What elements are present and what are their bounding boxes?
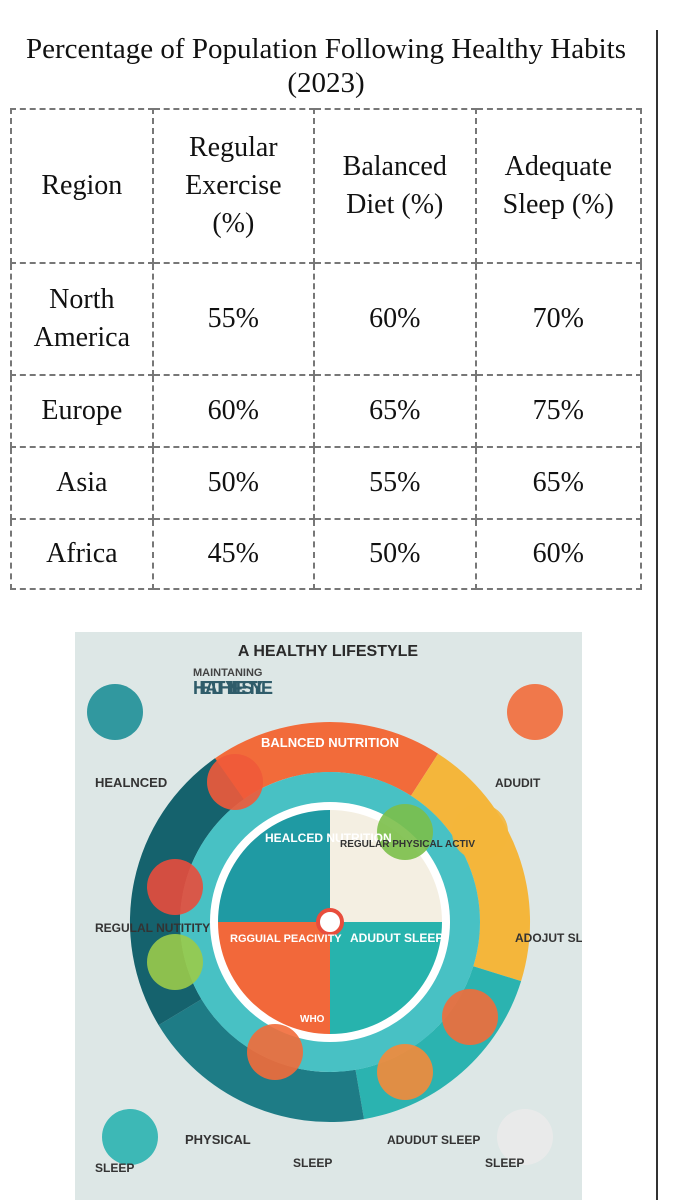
infographic-label: HEALNCED	[95, 775, 167, 790]
infographic-label: REGULAL NUTITITY	[95, 921, 210, 935]
value-cell: 45%	[151, 518, 316, 590]
value-cell: 70%	[474, 262, 642, 376]
icon	[102, 1109, 158, 1165]
quadrant	[218, 922, 330, 1034]
icon	[497, 1109, 553, 1165]
icon	[87, 684, 143, 740]
infographic-label: ADOJUT SLEEP	[515, 931, 582, 945]
infographic-label: SLEEP	[95, 1161, 134, 1175]
headline: HEALTHY LIFESTYLE	[193, 678, 273, 698]
infographic-label: RGGUIAL PEACIVITY	[230, 933, 342, 945]
kicker: MAINTANING	[193, 667, 262, 679]
icon	[452, 804, 508, 860]
value-cell: 60%	[151, 374, 316, 448]
hub	[316, 908, 344, 936]
region-cell: Africa	[10, 518, 154, 590]
header-cell: Adequate Sleep (%)	[474, 108, 642, 264]
header-cell: Balanced Diet (%)	[313, 108, 477, 264]
quadrant	[218, 810, 330, 922]
table-row: Europe 60% 65% 75%	[10, 374, 642, 448]
value-cell: 55%	[151, 262, 316, 376]
infographic-label: ADUDIT	[495, 776, 541, 790]
value-cell: 50%	[151, 446, 316, 520]
table-body: North America 55% 60% 70% Europe 60% 65% 75% Asi…	[10, 262, 642, 590]
infographic-label: HEALCED NUTRITION	[265, 831, 392, 845]
header-cell: Regular Exercise (%)	[151, 108, 316, 264]
value-cell: 50%	[313, 518, 477, 590]
icon	[377, 1044, 433, 1100]
header-cell: Region	[10, 108, 154, 264]
region-cell: Asia	[10, 446, 154, 520]
icon	[207, 754, 263, 810]
infographic-label: REGULAR PHYSICAL ACTIV	[340, 839, 475, 850]
table-row: North America 55% 60% 70%	[10, 262, 642, 376]
value-cell: 60%	[313, 262, 477, 376]
icon	[247, 1024, 303, 1080]
icon	[442, 989, 498, 1045]
ring-segment	[212, 721, 439, 801]
quadrant	[330, 810, 442, 922]
table-row: Asia 50% 55% 65%	[10, 446, 642, 520]
region-cell: Europe	[10, 374, 154, 448]
infographic-label: ADUDUT SLEEP	[350, 931, 443, 945]
infographic-label: ADUDUT SLEEP	[387, 1133, 480, 1147]
divider-line	[656, 30, 658, 1200]
infographic-title: A HEALTHY LIFESTYLE	[238, 643, 418, 660]
infographic-label: PHYSICAL	[185, 1132, 251, 1147]
icon	[147, 934, 203, 990]
value-cell: 60%	[474, 518, 642, 590]
value-cell: 55%	[313, 446, 477, 520]
header-row: Region Regular Exercise (%) Balanced Diet …	[10, 108, 642, 264]
ring-segment	[411, 753, 531, 982]
infographic-label: SLEEP	[293, 1156, 332, 1170]
infographic-label: SLEEP	[485, 1156, 524, 1170]
table-row: Africa 45% 50% 60%	[10, 518, 642, 590]
value-cell: 65%	[313, 374, 477, 448]
infographic-label: BALNCED NUTRITION	[261, 735, 399, 750]
icon	[147, 859, 203, 915]
habits-table: Region Regular Exercise (%) Balanced Diet …	[10, 108, 642, 590]
table-title: Percentage of Population Following Healt…	[25, 33, 627, 99]
value-cell: 65%	[474, 446, 642, 520]
region-cell: North America	[10, 262, 154, 376]
icon	[377, 804, 433, 860]
icon	[507, 684, 563, 740]
value-cell: 75%	[474, 374, 642, 448]
infographic-label: WHO	[300, 1014, 325, 1025]
quadrant	[330, 922, 442, 1034]
